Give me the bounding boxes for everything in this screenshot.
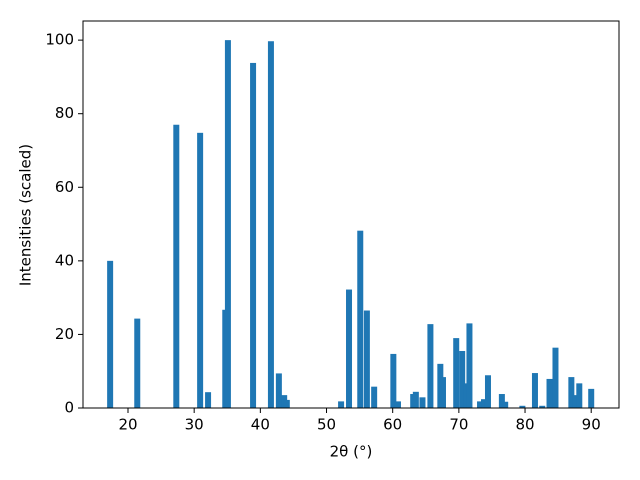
bar <box>283 399 290 408</box>
bar <box>453 338 460 408</box>
bar <box>205 392 212 408</box>
bar <box>531 373 538 408</box>
bar <box>107 260 114 408</box>
x-tick-label: 20 <box>118 416 137 434</box>
bar <box>390 353 397 408</box>
y-tick-label: 60 <box>55 178 74 196</box>
bar <box>484 375 491 408</box>
bar <box>502 401 509 408</box>
x-tick-label: 70 <box>449 416 468 434</box>
bar <box>363 310 370 408</box>
bar <box>346 289 353 408</box>
bar <box>481 399 488 408</box>
bar <box>250 62 257 409</box>
bar <box>371 386 378 408</box>
y-tick-label: 0 <box>64 399 74 417</box>
bar <box>498 394 505 408</box>
y-tick-label: 20 <box>55 325 74 343</box>
bar <box>568 377 575 408</box>
bar <box>572 395 579 408</box>
x-tick-label: 80 <box>515 416 534 434</box>
bar <box>459 350 466 408</box>
bar <box>267 41 274 409</box>
bar <box>357 230 364 408</box>
bar <box>463 383 470 408</box>
bar <box>539 405 546 408</box>
x-axis-label: 2θ (°) <box>330 443 373 461</box>
y-axis-label: Intensities (scaled) <box>17 144 35 286</box>
x-tick-label: 30 <box>185 416 204 434</box>
bar <box>466 323 473 408</box>
x-tick-label: 40 <box>251 416 270 434</box>
x-tick-label: 90 <box>582 416 601 434</box>
y-tick-label: 40 <box>55 251 74 269</box>
bar <box>546 378 553 408</box>
bar <box>439 377 446 408</box>
bar <box>224 40 231 409</box>
bar <box>576 383 583 408</box>
bar <box>419 397 426 408</box>
bar <box>197 132 204 408</box>
bar <box>412 391 419 408</box>
y-tick-label: 80 <box>55 104 74 122</box>
plot-frame <box>82 20 620 409</box>
x-tick-label: 50 <box>317 416 336 434</box>
bar <box>275 373 282 408</box>
y-tick-label: 100 <box>45 31 74 49</box>
bar <box>173 124 180 409</box>
bar <box>588 388 595 408</box>
bar <box>519 405 526 408</box>
bar <box>394 401 401 408</box>
x-tick-label: 60 <box>383 416 402 434</box>
bar <box>134 318 141 408</box>
bar <box>552 347 559 408</box>
bar <box>477 401 484 408</box>
bar <box>338 401 345 408</box>
bar <box>427 324 434 408</box>
